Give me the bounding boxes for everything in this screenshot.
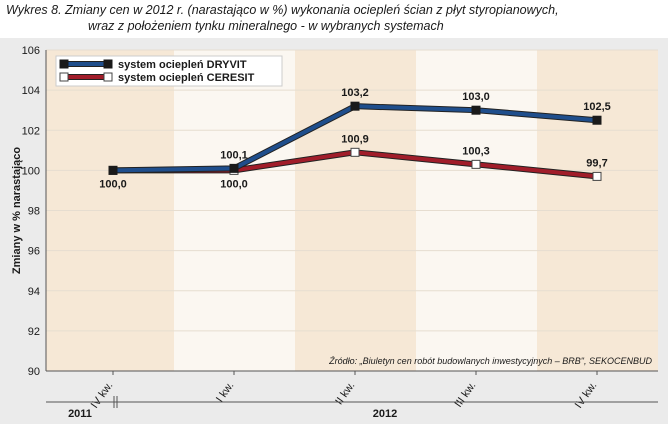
- y-tick-label: 104: [22, 85, 40, 97]
- data-label: 103,2: [341, 87, 369, 99]
- x-tick-label: III kw.: [452, 380, 478, 410]
- data-point: [108, 165, 118, 175]
- data-label: 100,3: [462, 145, 490, 157]
- data-label: 102,5: [583, 101, 611, 113]
- y-tick-label: 90: [28, 366, 40, 378]
- legend-marker: [103, 59, 113, 69]
- year-label: 2011: [68, 408, 92, 420]
- y-tick-label: 94: [28, 286, 40, 298]
- data-label: 100,0: [99, 178, 127, 190]
- data-point: [471, 159, 481, 169]
- data-label: 99,7: [586, 157, 607, 169]
- data-label: 100,9: [341, 133, 369, 145]
- legend-marker: [103, 72, 113, 82]
- x-tick-label: IV kw.: [89, 380, 116, 411]
- x-tick-label: I kw.: [214, 380, 236, 405]
- x-tick-label: II kw.: [333, 380, 357, 407]
- x-tick-label: IV kw.: [573, 380, 600, 411]
- y-tick-label: 96: [28, 246, 40, 258]
- y-tick-label: 106: [22, 45, 40, 57]
- y-tick-label: 98: [28, 206, 40, 218]
- legend-marker: [59, 72, 69, 82]
- data-point: [229, 163, 239, 173]
- y-axis-title: Zmiany w % narastająco: [11, 147, 23, 274]
- y-tick-label: 92: [28, 326, 40, 338]
- chart-title-line-1: Wykres 8. Zmiany cen w 2012 r. (narastaj…: [6, 3, 559, 17]
- data-label: 100,1: [220, 149, 248, 161]
- y-tick-label: 100: [22, 165, 40, 177]
- chart-title-line-2: wraz z położeniem tynku mineralnego - w …: [88, 19, 444, 33]
- y-tick-label: 102: [22, 125, 40, 137]
- data-point: [350, 101, 360, 111]
- data-label: 100,0: [220, 178, 248, 190]
- year-label: 2012: [373, 408, 397, 420]
- data-point: [471, 105, 481, 115]
- legend-marker: [59, 59, 69, 69]
- source-note: Źródło: „Biuletyn cen robót budowlanych …: [328, 356, 652, 366]
- data-label: 103,0: [462, 91, 490, 103]
- legend-label: system ociepleń CERESIT: [118, 72, 255, 84]
- legend-label: system ociepleń DRYVIT: [118, 59, 247, 71]
- data-point: [592, 115, 602, 125]
- data-point: [350, 147, 360, 157]
- data-point: [592, 171, 602, 181]
